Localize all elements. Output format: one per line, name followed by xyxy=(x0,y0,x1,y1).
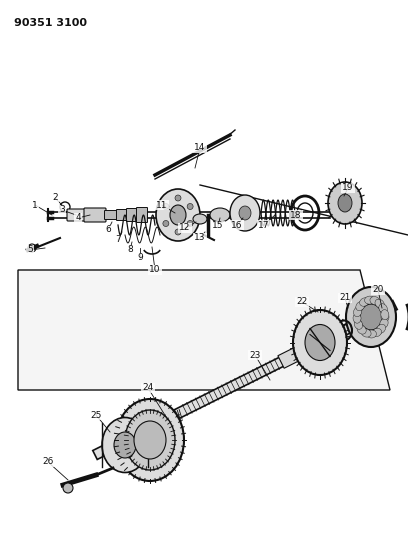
Ellipse shape xyxy=(346,287,396,347)
Text: 17: 17 xyxy=(258,221,270,230)
Text: 1: 1 xyxy=(32,200,38,209)
Ellipse shape xyxy=(305,325,335,360)
Polygon shape xyxy=(93,301,397,459)
Ellipse shape xyxy=(364,296,375,304)
Circle shape xyxy=(163,204,169,209)
Text: 22: 22 xyxy=(296,297,308,306)
FancyBboxPatch shape xyxy=(84,208,106,222)
Text: 15: 15 xyxy=(212,222,224,230)
Text: 20: 20 xyxy=(373,286,384,295)
Ellipse shape xyxy=(134,421,166,459)
Circle shape xyxy=(163,221,169,227)
Ellipse shape xyxy=(381,312,389,322)
Text: 7: 7 xyxy=(115,236,121,245)
Text: 26: 26 xyxy=(42,457,54,466)
Circle shape xyxy=(187,204,193,209)
Ellipse shape xyxy=(338,194,352,212)
Text: 13: 13 xyxy=(194,233,206,243)
FancyBboxPatch shape xyxy=(126,208,137,222)
Ellipse shape xyxy=(379,304,388,313)
Text: 19: 19 xyxy=(342,183,354,192)
Text: 12: 12 xyxy=(179,223,191,232)
FancyBboxPatch shape xyxy=(137,207,148,222)
Ellipse shape xyxy=(361,329,371,337)
Text: 8: 8 xyxy=(127,246,133,254)
Ellipse shape xyxy=(354,307,362,317)
Ellipse shape xyxy=(156,189,200,241)
Text: 3: 3 xyxy=(59,206,65,214)
Circle shape xyxy=(175,195,181,201)
Polygon shape xyxy=(107,416,164,454)
Polygon shape xyxy=(278,347,302,368)
Ellipse shape xyxy=(328,182,362,224)
Ellipse shape xyxy=(210,208,230,222)
Circle shape xyxy=(187,221,193,227)
Text: 18: 18 xyxy=(290,211,302,220)
Polygon shape xyxy=(18,270,390,390)
Text: 14: 14 xyxy=(194,143,206,152)
Text: 11: 11 xyxy=(156,200,168,209)
Ellipse shape xyxy=(353,313,361,323)
Text: 24: 24 xyxy=(142,384,154,392)
Ellipse shape xyxy=(230,195,260,231)
Text: 25: 25 xyxy=(90,410,102,419)
Circle shape xyxy=(63,483,73,493)
Text: 16: 16 xyxy=(231,221,243,230)
Ellipse shape xyxy=(360,304,382,330)
Circle shape xyxy=(175,229,181,235)
Ellipse shape xyxy=(370,296,380,305)
Ellipse shape xyxy=(380,319,388,328)
Ellipse shape xyxy=(193,214,207,224)
Text: 6: 6 xyxy=(105,225,111,235)
Ellipse shape xyxy=(239,206,251,220)
Ellipse shape xyxy=(377,324,386,333)
Text: 4: 4 xyxy=(75,214,81,222)
FancyBboxPatch shape xyxy=(67,209,87,221)
Ellipse shape xyxy=(116,399,184,481)
Ellipse shape xyxy=(125,410,175,470)
Ellipse shape xyxy=(381,310,389,320)
Ellipse shape xyxy=(357,325,366,334)
Ellipse shape xyxy=(372,328,381,337)
FancyBboxPatch shape xyxy=(104,211,118,220)
Ellipse shape xyxy=(356,302,365,311)
Ellipse shape xyxy=(375,299,384,308)
Ellipse shape xyxy=(359,298,369,306)
Ellipse shape xyxy=(102,417,148,472)
Ellipse shape xyxy=(170,205,186,225)
Ellipse shape xyxy=(354,320,363,329)
Text: 5: 5 xyxy=(27,246,33,254)
Text: 9: 9 xyxy=(137,254,143,262)
Ellipse shape xyxy=(366,330,377,338)
Text: 2: 2 xyxy=(52,193,58,203)
Text: 10: 10 xyxy=(149,265,161,274)
Text: 23: 23 xyxy=(249,351,261,359)
Text: 21: 21 xyxy=(339,294,351,303)
Text: 90351 3100: 90351 3100 xyxy=(14,18,87,28)
FancyBboxPatch shape xyxy=(117,209,127,221)
Ellipse shape xyxy=(293,310,347,375)
Ellipse shape xyxy=(114,432,136,458)
